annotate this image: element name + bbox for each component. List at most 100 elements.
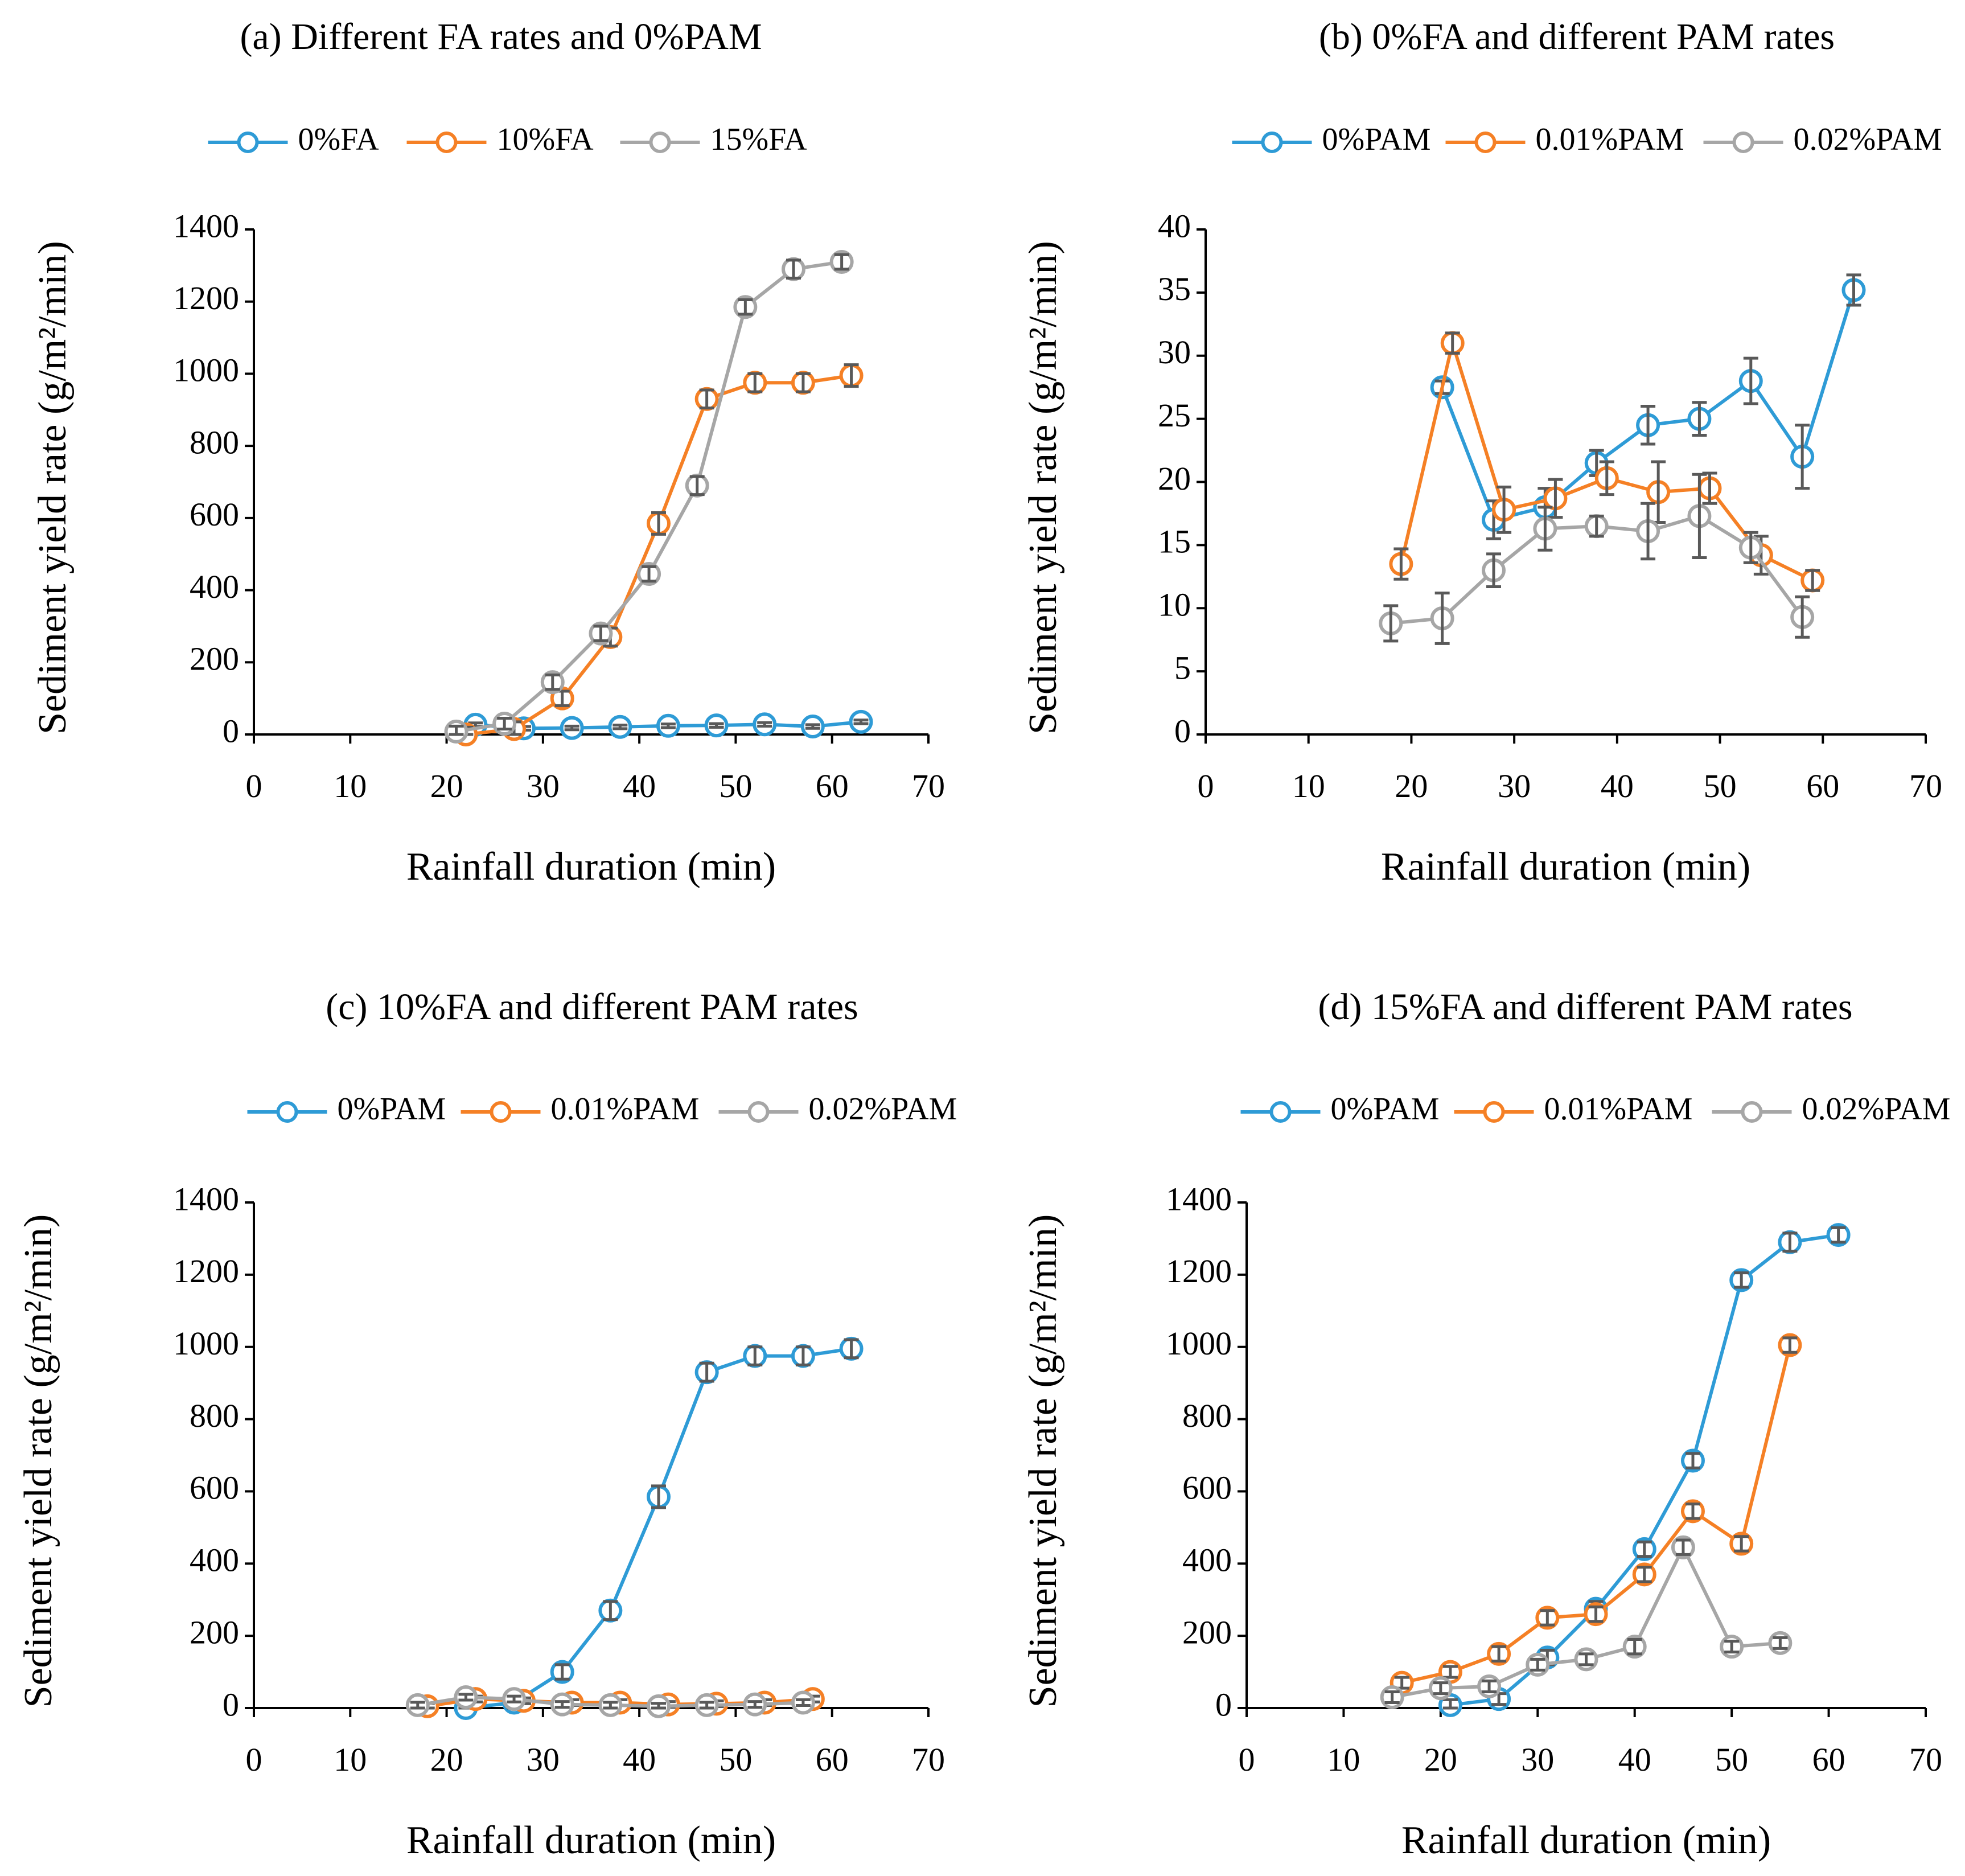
x-tick-label: 40 (623, 1741, 656, 1778)
y-tick-label: 400 (190, 568, 239, 605)
legend-marker (649, 132, 671, 153)
series-line (1401, 1344, 1792, 1685)
legend-item: 0%PAM (247, 1091, 446, 1127)
chart-title: (a) Different FA rates and 0%PAM (240, 16, 762, 58)
x-tick-label: 10 (1327, 1741, 1360, 1778)
x-tick-label: 70 (1909, 1741, 1942, 1778)
legend-label: 10%FA (497, 122, 594, 157)
y-tick-label: 200 (1182, 1614, 1232, 1651)
panel-d: (d) 15%FA and different PAM rates 0%PAM 0.… (1021, 986, 1950, 1862)
y-axis-label: Sediment yield rate (g/m²/min) (1021, 241, 1065, 734)
legend-marker (1732, 132, 1754, 153)
y-tick-label: 40 (1158, 207, 1191, 244)
legend-marker (747, 1101, 770, 1123)
x-tick-label: 0 (1198, 767, 1214, 804)
legend-label: 0.02%PAM (809, 1091, 957, 1127)
y-tick-label: 800 (190, 1397, 239, 1434)
series-0%PAM (1430, 273, 1866, 540)
y-axis-label: Sediment yield rate (g/m²/min) (17, 1214, 60, 1708)
legend-label: 0.02%PAM (1802, 1091, 1951, 1127)
panel-c: (c) 10%FA and different PAM rates 0%PAM 0.… (17, 986, 957, 1862)
x-tick-label: 20 (1424, 1741, 1457, 1778)
legend-item: 0.01%PAM (461, 1091, 700, 1127)
y-tick-label: 1400 (1166, 1180, 1232, 1217)
legend-label: 0%PAM (1322, 122, 1431, 157)
legend: 0%PAM 0.01%PAM 0.02%PAM (1232, 122, 1942, 157)
legend-label: 0%PAM (338, 1091, 446, 1127)
x-tick-label: 60 (1806, 767, 1839, 804)
series-0%PAM (454, 1336, 864, 1720)
y-tick-label: 400 (190, 1542, 239, 1579)
legend-item: 0.02%PAM (718, 1091, 957, 1127)
x-tick-label: 10 (1292, 767, 1325, 804)
legend-marker (1261, 132, 1283, 153)
legend-label: 0%FA (298, 122, 380, 157)
legend: 0%PAM 0.01%PAM 0.02%PAM (1240, 1091, 1951, 1127)
x-tick-label: 50 (1715, 1741, 1748, 1778)
series-line (456, 260, 842, 733)
y-tick-label: 30 (1158, 334, 1191, 371)
legend-item: 0.01%PAM (1454, 1091, 1692, 1127)
x-tick-label: 60 (816, 1741, 849, 1778)
series-line (466, 1347, 852, 1710)
panel-a: (a) Different FA rates and 0%PAM 0%FA 10%F… (31, 16, 945, 889)
series-0.02%PAM (1379, 473, 1815, 645)
y-tick-label: 1000 (1166, 1325, 1232, 1362)
legend-item: 15%FA (620, 122, 808, 157)
y-tick-label: 35 (1158, 270, 1191, 307)
y-tick-label: 0 (223, 712, 239, 749)
y-axis-label: Sediment yield rate (g/m²/min) (31, 241, 75, 734)
legend-label: 0.01%PAM (551, 1091, 700, 1127)
y-tick-label: 800 (1182, 1397, 1232, 1434)
y-tick-label: 10 (1158, 586, 1191, 623)
x-tick-label: 0 (246, 1741, 262, 1778)
x-tick-label: 30 (527, 767, 560, 804)
x-tick-label: 50 (719, 767, 752, 804)
y-tick-label: 600 (190, 1469, 239, 1506)
legend-label: 0.02%PAM (1794, 122, 1942, 157)
x-tick-label: 70 (1909, 767, 1942, 804)
series-0.01%PAM (1389, 331, 1825, 593)
x-tick-label: 70 (912, 767, 945, 804)
y-tick-label: 1000 (173, 1325, 239, 1362)
x-tick-label: 30 (1521, 1741, 1554, 1778)
legend-item: 0.02%PAM (1712, 1091, 1951, 1127)
chart-title: (b) 0%FA and different PAM rates (1319, 16, 1835, 58)
x-axis-label: Rainfall duration (min) (1381, 845, 1750, 889)
chart-title: (d) 15%FA and different PAM rates (1318, 986, 1852, 1028)
x-tick-label: 10 (334, 1741, 367, 1778)
y-tick-label: 600 (190, 496, 239, 533)
legend-label: 15%FA (710, 122, 808, 157)
x-axis-label: Rainfall duration (min) (406, 1818, 776, 1862)
panel-b: (b) 0%FA and different PAM rates 0%PAM 0.0… (1021, 16, 1942, 889)
x-tick-label: 70 (912, 1741, 945, 1778)
legend-marker (490, 1101, 512, 1123)
legend-item: 10%FA (406, 122, 594, 157)
legend-marker (1474, 132, 1497, 153)
y-tick-label: 1200 (1166, 1253, 1232, 1290)
legend: 0%PAM 0.01%PAM 0.02%PAM (247, 1091, 957, 1127)
x-axis-label: Rainfall duration (min) (1401, 1818, 1771, 1862)
legend-marker (1483, 1101, 1505, 1123)
legend-marker (1741, 1101, 1763, 1123)
legend-item: 0%FA (208, 122, 380, 157)
x-tick-label: 40 (1601, 767, 1634, 804)
y-tick-label: 25 (1158, 397, 1191, 434)
y-axis-label: Sediment yield rate (g/m²/min) (1021, 1214, 1065, 1708)
legend-marker (435, 132, 458, 153)
x-tick-label: 0 (246, 767, 262, 804)
y-tick-label: 0 (1215, 1686, 1232, 1723)
x-axis-label: Rainfall duration (min) (406, 845, 776, 889)
y-tick-label: 5 (1174, 649, 1191, 686)
x-tick-label: 40 (1618, 1741, 1651, 1778)
x-tick-label: 50 (1704, 767, 1737, 804)
y-tick-label: 400 (1182, 1542, 1232, 1579)
legend-label: 0%PAM (1331, 1091, 1440, 1127)
y-tick-label: 600 (1182, 1469, 1232, 1506)
x-tick-label: 30 (527, 1741, 560, 1778)
series-15%FA (444, 250, 854, 744)
legend-item: 0.01%PAM (1445, 122, 1684, 157)
legend-item: 0%PAM (1240, 1091, 1440, 1127)
legend-label: 0.01%PAM (1536, 122, 1684, 157)
y-tick-label: 1200 (173, 280, 239, 317)
